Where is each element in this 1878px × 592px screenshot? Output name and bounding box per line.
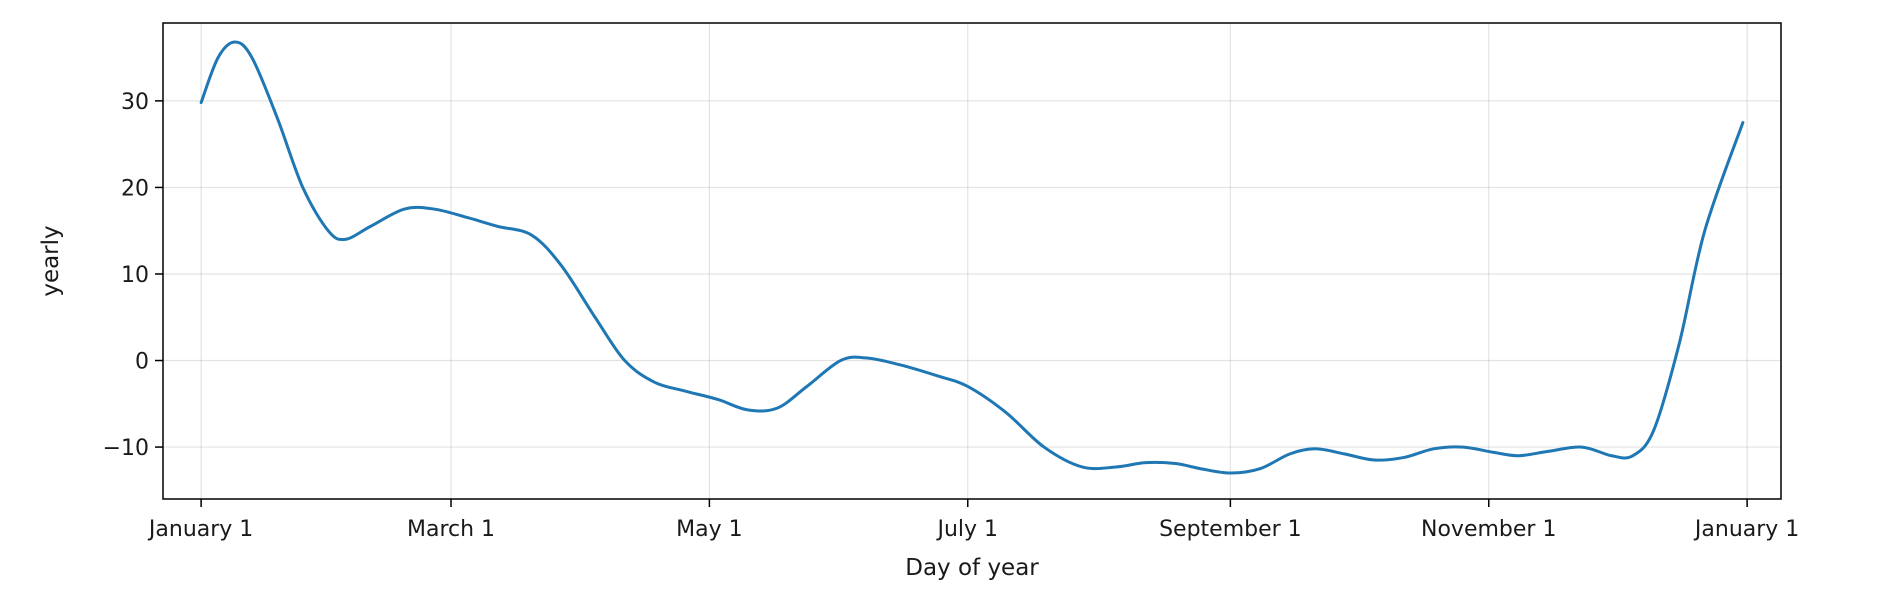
x-tick-label: January 1 <box>1693 517 1799 542</box>
y-tick-label: 20 <box>121 176 149 201</box>
y-axis: −10 0 10 20 30 <box>103 90 163 461</box>
x-tick-label: March 1 <box>407 517 495 542</box>
series-layer <box>199 40 1745 475</box>
x-tick-label: September 1 <box>1159 517 1302 542</box>
y-tick-label: 0 <box>135 350 149 375</box>
x-axis-label: Day of year <box>905 555 1039 581</box>
x-tick-label: January 1 <box>147 517 253 542</box>
x-tick-label: November 1 <box>1421 517 1556 542</box>
y-axis-label: yearly <box>38 225 64 296</box>
grid <box>163 23 1781 499</box>
x-tick-label: May 1 <box>676 517 742 542</box>
series-line-0 <box>199 40 1745 475</box>
plot-frame <box>162 22 1782 500</box>
y-tick-label: −10 <box>103 436 149 461</box>
y-tick-label: 10 <box>121 263 149 288</box>
x-tick-label: July 1 <box>935 517 998 542</box>
x-axis: January 1 March 1 May 1 July 1 September 1 No… <box>147 499 1799 542</box>
y-tick-label: 30 <box>121 90 149 115</box>
